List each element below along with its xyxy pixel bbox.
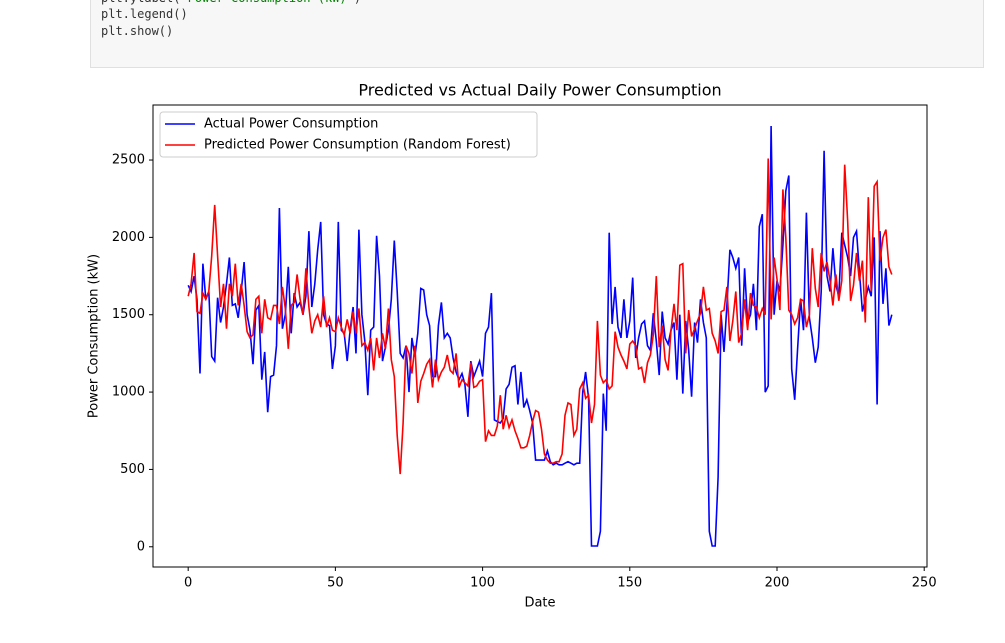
x-tick-label: 200 <box>765 576 790 591</box>
y-tick-label: 2500 <box>112 153 145 168</box>
x-tick-label: 50 <box>327 576 344 591</box>
x-tick-label: 150 <box>617 576 642 591</box>
code-line: plt.show() <box>101 24 174 38</box>
series-line <box>187 125 893 547</box>
chart-title: Predicted vs Actual Daily Power Consumpt… <box>358 81 721 100</box>
code-token: ) <box>354 0 361 5</box>
y-tick-label: 1000 <box>112 385 145 400</box>
y-tick-label: 0 <box>137 539 145 554</box>
x-tick-label: 250 <box>912 576 937 591</box>
code-string: 'Power Consumption (kW)' <box>180 0 353 5</box>
plot-frame <box>152 104 928 568</box>
y-tick-label: 2000 <box>112 230 145 245</box>
legend-label: Actual Power Consumption <box>204 117 378 132</box>
code-cell <box>90 0 984 68</box>
series-line <box>187 158 893 475</box>
x-axis-label: Date <box>524 596 555 611</box>
y-tick-label: 1500 <box>112 307 145 322</box>
code-line: plt.legend() <box>101 7 188 21</box>
x-tick-label: 0 <box>184 576 192 591</box>
code-line: plt.ylabel('Power Consumption (kW)') <box>101 0 361 5</box>
legend-box <box>159 111 538 158</box>
legend-label: Predicted Power Consumption (Random Fore… <box>204 138 511 153</box>
x-tick-label: 100 <box>470 576 495 591</box>
y-tick-label: 500 <box>120 462 145 477</box>
code-token: plt.ylabel( <box>101 0 180 5</box>
y-axis-label: Power Consumption (kW) <box>87 254 102 418</box>
